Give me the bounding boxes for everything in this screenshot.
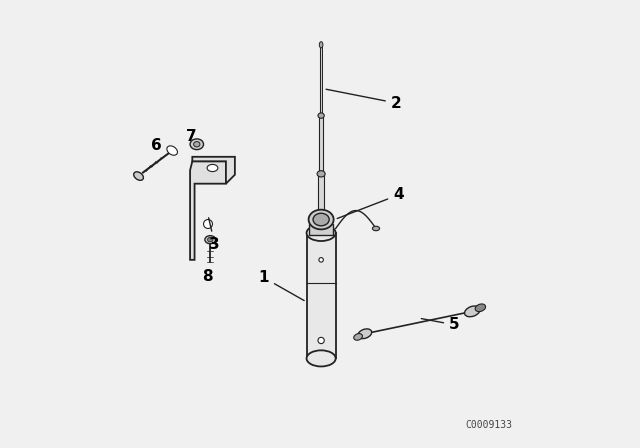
Text: 3: 3 bbox=[209, 218, 220, 252]
Ellipse shape bbox=[319, 42, 323, 48]
Bar bbox=[318, 174, 324, 210]
Ellipse shape bbox=[313, 213, 329, 226]
Text: 7: 7 bbox=[186, 129, 196, 144]
Polygon shape bbox=[190, 161, 226, 260]
Ellipse shape bbox=[308, 210, 333, 229]
Text: 4: 4 bbox=[337, 187, 404, 219]
Text: 5: 5 bbox=[421, 317, 460, 332]
Ellipse shape bbox=[194, 142, 200, 147]
Text: 6: 6 bbox=[151, 138, 162, 153]
Ellipse shape bbox=[307, 225, 336, 241]
Bar bbox=[320, 46, 323, 113]
Ellipse shape bbox=[134, 172, 143, 181]
Bar bbox=[319, 117, 323, 171]
Ellipse shape bbox=[372, 226, 380, 231]
Bar bbox=[309, 224, 333, 235]
Ellipse shape bbox=[318, 113, 324, 118]
Ellipse shape bbox=[307, 350, 336, 366]
Ellipse shape bbox=[358, 329, 372, 339]
Text: 1: 1 bbox=[259, 270, 304, 301]
Ellipse shape bbox=[167, 146, 177, 155]
Bar bbox=[307, 233, 335, 358]
Ellipse shape bbox=[475, 304, 486, 312]
Ellipse shape bbox=[317, 171, 325, 177]
Ellipse shape bbox=[190, 139, 204, 150]
Ellipse shape bbox=[318, 337, 324, 344]
Text: 8: 8 bbox=[202, 269, 212, 284]
Text: C0009133: C0009133 bbox=[466, 420, 513, 430]
Ellipse shape bbox=[319, 258, 323, 262]
Text: 2: 2 bbox=[326, 89, 401, 111]
Ellipse shape bbox=[207, 237, 213, 242]
Ellipse shape bbox=[465, 306, 480, 317]
Ellipse shape bbox=[204, 220, 212, 228]
Polygon shape bbox=[192, 157, 235, 184]
Ellipse shape bbox=[205, 236, 216, 244]
Ellipse shape bbox=[354, 334, 362, 340]
Ellipse shape bbox=[207, 164, 218, 172]
